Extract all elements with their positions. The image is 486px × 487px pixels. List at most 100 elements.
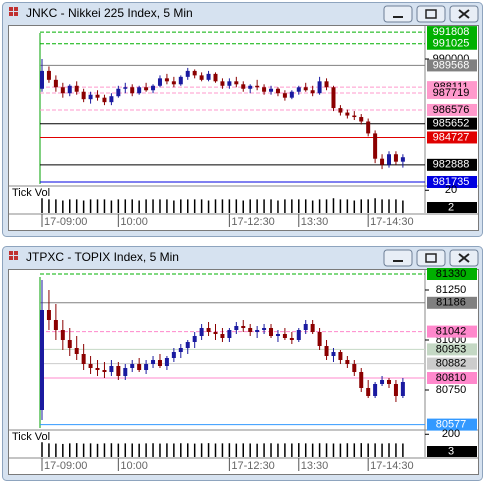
level-tag: [427, 103, 477, 116]
chart-area: [8, 25, 479, 231]
candle-body: [67, 340, 72, 348]
x-tick-label: 17-09:00: [44, 216, 87, 228]
candle-body: [296, 330, 301, 340]
candle-body: [53, 79, 58, 88]
chart-window: JTPXC - TOPIX Index, 5 Min81250810008075…: [2, 246, 483, 481]
minimize-button[interactable]: [383, 249, 413, 267]
chart-window: JNKC - Nikkei 225 Index, 5 Min9900009918…: [2, 2, 483, 237]
level-label: 80882: [436, 358, 467, 370]
candle-body: [199, 75, 204, 80]
candle-body: [74, 348, 79, 354]
x-tick-label: 17-14:30: [370, 216, 413, 228]
window-title: JTPXC - TOPIX Index, 5 Min: [26, 250, 179, 264]
candle-body: [269, 328, 274, 336]
restore-button[interactable]: [416, 5, 446, 23]
icon-square: [9, 12, 13, 16]
level-label: 987719: [433, 87, 470, 99]
level-label: 989568: [433, 59, 470, 71]
candle-body: [352, 364, 357, 372]
candle-body: [352, 115, 357, 118]
candle-body: [380, 158, 385, 165]
level-tag: [427, 131, 477, 144]
y-tick-label: 80750: [436, 384, 467, 396]
candle-body: [151, 360, 156, 364]
candle-body: [171, 352, 176, 358]
icon-square: [9, 251, 13, 255]
candle-body: [144, 87, 149, 91]
volume-tick-label: 200: [442, 428, 460, 440]
window-title: JNKC - Nikkei 225 Index, 5 Min: [26, 6, 193, 20]
volume-tag: [427, 446, 477, 457]
x-tick-label: 17-12:30: [231, 460, 274, 472]
candle-body: [81, 91, 86, 100]
candle-body: [123, 87, 128, 89]
minimize-button[interactable]: [383, 5, 413, 23]
level-label: 984727: [433, 131, 470, 143]
candle-body: [164, 78, 169, 82]
volume-current: 2: [448, 201, 454, 213]
candle-body: [95, 94, 100, 98]
candle-body: [289, 338, 294, 340]
candle-body: [185, 70, 190, 77]
level-tag: [427, 296, 477, 309]
candle-body: [234, 81, 239, 85]
candle-body: [185, 342, 190, 348]
level-tag: [427, 357, 477, 370]
candle-body: [393, 384, 398, 396]
level-label: 982888: [433, 159, 470, 171]
x-tick-label: 17-14:30: [370, 460, 413, 472]
level-tag: [427, 175, 477, 188]
candle-body: [227, 81, 232, 86]
btn-glyph: [425, 9, 437, 19]
candle-body: [255, 330, 260, 332]
candle-body: [102, 370, 107, 372]
candle-body: [338, 352, 343, 360]
candle-body: [171, 81, 176, 85]
candle-body: [310, 90, 315, 94]
candle-body: [220, 81, 225, 86]
candle-body: [109, 96, 114, 103]
restore-button[interactable]: [416, 249, 446, 267]
candle-body: [262, 87, 267, 92]
x-tick-label: 13:30: [301, 216, 329, 228]
candle-body: [213, 73, 218, 82]
candle-body: [60, 330, 65, 340]
candle-body: [213, 332, 218, 334]
candle-body: [373, 384, 378, 396]
level-label: 981735: [433, 176, 470, 188]
candle-body: [206, 328, 211, 332]
candle-body: [206, 73, 211, 80]
candle-body: [40, 310, 44, 410]
candle-body: [310, 324, 315, 332]
candle-body: [317, 81, 322, 94]
candle-body: [116, 88, 121, 97]
candle-body: [289, 91, 294, 98]
candle-body: [359, 117, 364, 122]
level-tag: [427, 158, 477, 171]
x-tick-label: 17-09:00: [44, 460, 87, 472]
candle-body: [380, 380, 385, 384]
level-tag: [427, 325, 477, 338]
level-label: 81186: [436, 297, 466, 309]
candle-body: [164, 358, 169, 366]
btn-glyph: [425, 253, 437, 263]
candle-body: [220, 334, 225, 338]
candle-body: [282, 334, 287, 338]
candle-body: [46, 70, 51, 80]
candle-body: [387, 154, 391, 165]
candle-body: [275, 334, 280, 336]
candle-body: [109, 366, 114, 372]
candle-body: [46, 310, 51, 320]
candle-body: [373, 133, 378, 159]
candle-body: [74, 85, 79, 92]
candle-body: [345, 360, 350, 364]
level-tag: [427, 372, 477, 384]
candle-body: [130, 364, 135, 368]
level-tag: [427, 59, 477, 72]
candle-body: [137, 364, 142, 370]
icon-square: [14, 12, 18, 16]
candle-body: [60, 87, 65, 94]
candle-body: [123, 368, 128, 376]
candle-body: [67, 85, 72, 94]
candle-body: [81, 354, 86, 364]
